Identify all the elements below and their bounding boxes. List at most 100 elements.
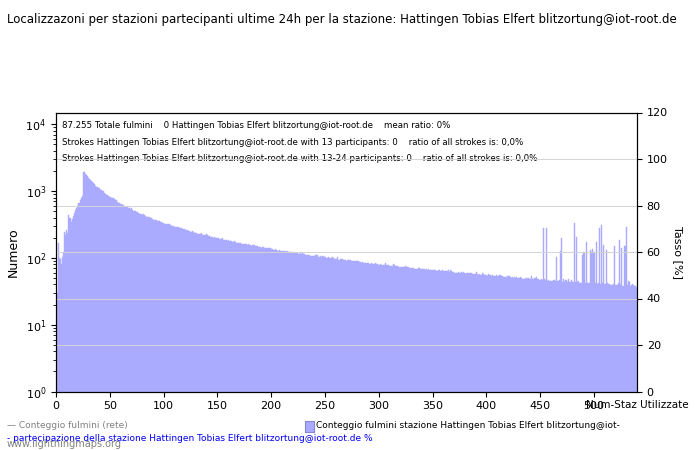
Bar [344,260,345,450]
Bar [604,284,606,450]
Bar [265,248,266,450]
Bar [88,178,89,450]
Bar [225,240,227,450]
Bar [285,251,286,450]
Bar [293,252,294,450]
Bar [496,276,498,450]
Bar [133,211,134,450]
Bar [277,251,278,450]
Bar [241,243,243,450]
Bar [117,202,118,450]
Bar [490,275,491,450]
Bar [564,282,566,450]
Bar [329,258,330,450]
Bar [141,215,143,450]
Bar [494,276,496,450]
Bar [517,278,518,450]
Bar [452,272,454,450]
Bar [330,258,331,450]
Bar [211,237,213,450]
Bar [134,212,135,450]
Bar [101,190,102,450]
Bar [227,241,228,450]
Bar [136,212,137,450]
Bar [274,250,275,450]
Bar [440,271,442,450]
Bar [476,272,477,450]
Bar [215,238,216,450]
Bar [145,216,146,450]
Bar [458,272,459,450]
Bar [371,263,372,450]
Bar [77,207,78,450]
Bar [590,250,592,450]
Bar [528,278,529,450]
Bar [172,225,173,450]
Bar [578,281,580,450]
Bar [235,243,236,450]
Bar [389,266,390,450]
Bar [322,256,323,450]
Bar [185,230,186,450]
Bar [419,269,420,450]
Bar [164,224,165,450]
Bar [280,251,281,450]
Bar [350,260,351,450]
Bar [221,239,222,450]
Bar [518,278,519,450]
Bar [119,203,120,450]
Bar [89,179,90,450]
Bar [120,204,121,450]
Bar [273,250,274,450]
Bar [429,270,430,450]
Bar [472,274,473,450]
Bar [368,263,369,450]
Bar [74,213,75,450]
Bar [360,262,361,450]
Bar [320,256,321,450]
Bar [173,226,174,450]
Bar [346,261,347,450]
Bar [118,202,119,450]
Bar [137,212,139,450]
Bar [359,262,360,450]
Bar [395,266,396,450]
Bar [390,266,391,450]
Bar [270,248,271,450]
Bar [275,249,276,450]
Bar [78,203,79,450]
Bar [618,283,620,450]
Bar [506,277,507,450]
Bar [629,282,630,450]
Bar [328,257,329,450]
Bar [416,269,417,450]
Bar [85,175,87,450]
Bar [246,244,247,450]
Bar [81,198,83,450]
Bar [491,276,492,450]
Bar [219,239,220,450]
Bar [568,282,570,450]
Bar [187,230,188,450]
Bar [108,196,109,450]
Bar [602,284,603,450]
Bar [370,264,371,450]
Bar [580,283,582,450]
Bar [332,257,333,450]
Bar [302,253,303,450]
Bar [418,268,419,450]
Bar [575,282,576,450]
Bar [307,255,308,450]
Bar [230,241,231,450]
Bar [524,278,526,450]
Bar [377,264,378,450]
Bar [144,216,145,450]
Bar [195,233,197,450]
Bar [554,280,556,450]
Bar [488,274,489,450]
Bar [201,233,202,450]
Bar [556,281,558,450]
Bar [269,248,270,450]
Bar [316,255,317,450]
Bar [222,238,223,450]
